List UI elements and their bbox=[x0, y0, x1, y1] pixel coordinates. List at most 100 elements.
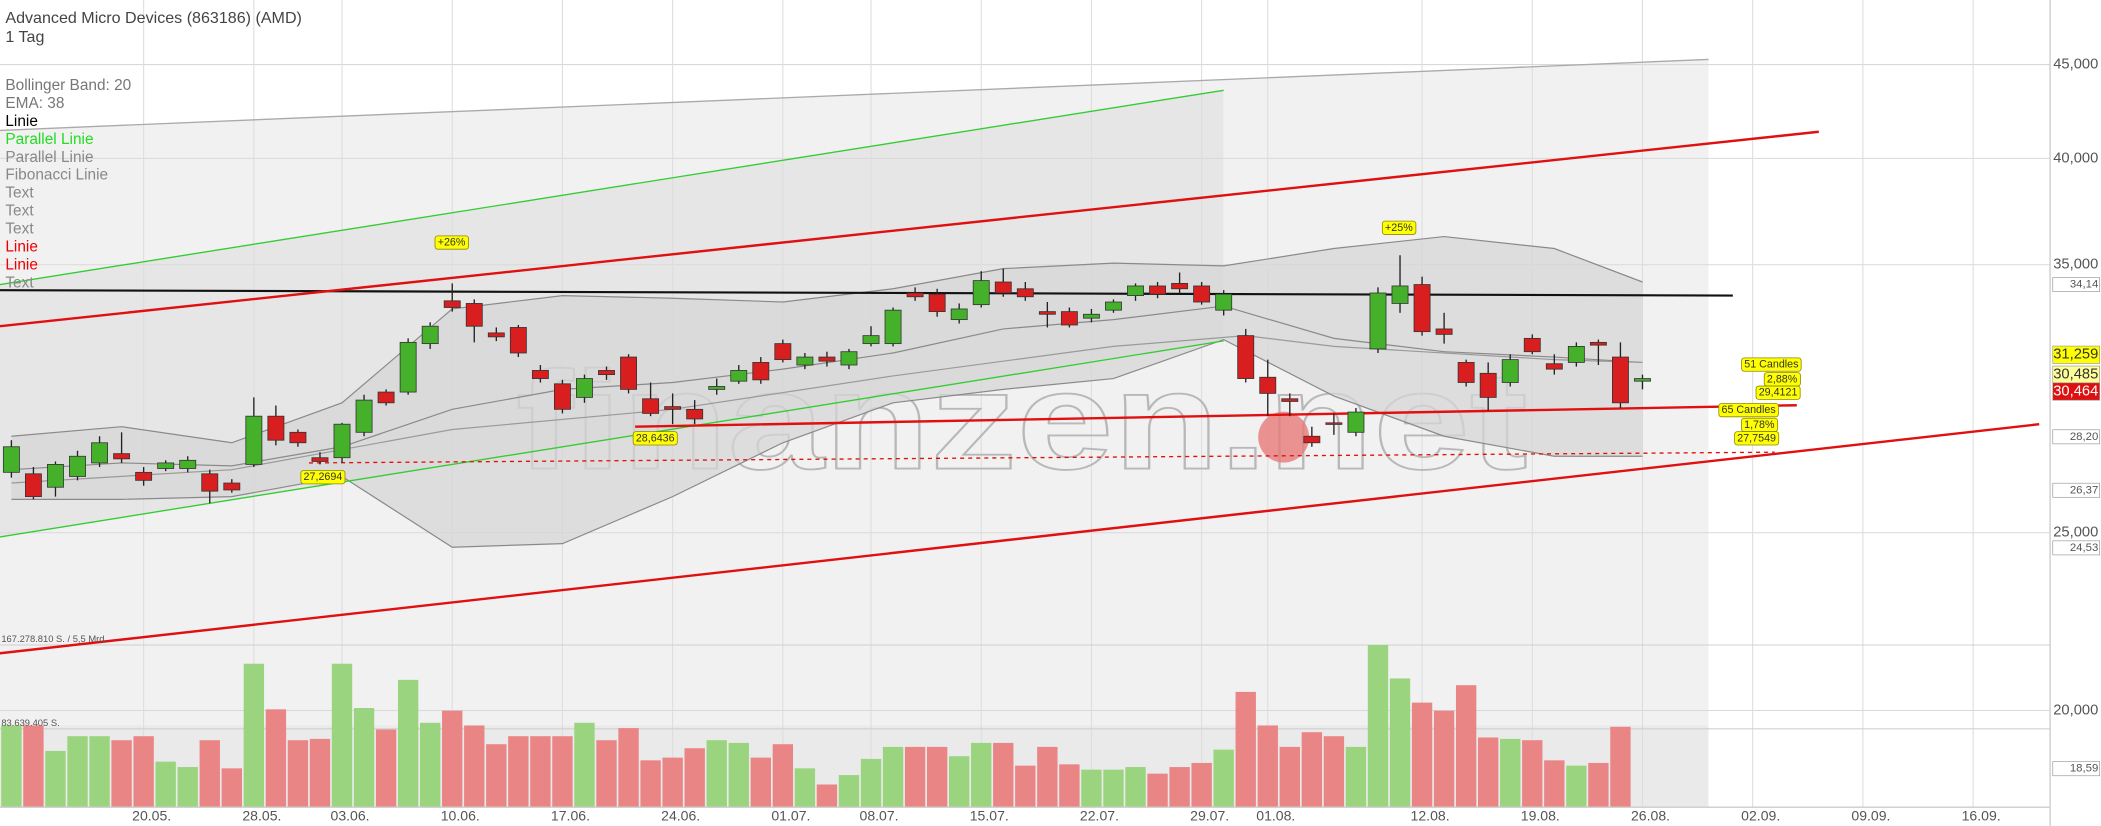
legend-entry: Text bbox=[5, 275, 34, 292]
candle-body bbox=[509, 327, 527, 354]
volume-bar bbox=[221, 768, 242, 808]
candle-body bbox=[1435, 328, 1453, 335]
trend-line bbox=[0, 58, 1709, 132]
volume-bar bbox=[1588, 762, 1609, 808]
price-label: 24,53 bbox=[2052, 540, 2100, 556]
volume-bar bbox=[1147, 773, 1168, 808]
volume-bar bbox=[1345, 746, 1367, 808]
price-label-text: 26,37 bbox=[2070, 484, 2098, 496]
annotation-text: 28,6436 bbox=[636, 432, 675, 444]
legend-entry: EMA: 38 bbox=[5, 95, 64, 112]
trend-line bbox=[635, 404, 1797, 428]
candle-body bbox=[884, 309, 902, 345]
candle-body bbox=[1127, 285, 1144, 297]
price-label: 30,464 bbox=[2052, 382, 2100, 401]
legend-entry: Linie bbox=[5, 239, 38, 256]
candle-body bbox=[69, 455, 86, 477]
volume-bar bbox=[684, 748, 705, 808]
candle-body bbox=[840, 351, 858, 366]
volume-bar bbox=[265, 709, 287, 808]
volume-bar bbox=[199, 740, 220, 808]
candle-body bbox=[1523, 337, 1541, 353]
annotation-box bbox=[1734, 431, 1780, 446]
volume-bar bbox=[904, 746, 926, 808]
volume-bar bbox=[331, 663, 353, 808]
candle-body bbox=[796, 356, 814, 366]
candle-body bbox=[928, 293, 946, 313]
legend-entry: Parallel Linie bbox=[5, 149, 93, 166]
candle-body bbox=[1413, 284, 1431, 333]
candle-body bbox=[135, 471, 153, 481]
candle-body bbox=[1281, 398, 1299, 402]
volume-panel bbox=[1, 645, 1631, 808]
annotation-text: 1,78% bbox=[1744, 419, 1775, 431]
price-label: 34,14 bbox=[2052, 277, 2100, 292]
volume-bar bbox=[1279, 746, 1300, 808]
annotation: +25% bbox=[1381, 220, 1417, 235]
candle-body bbox=[1611, 356, 1629, 404]
candle-body bbox=[950, 308, 968, 321]
volume-bar bbox=[309, 738, 331, 808]
volume-bar bbox=[1389, 678, 1411, 808]
volume-bar bbox=[1323, 736, 1345, 808]
candle-body bbox=[443, 300, 461, 308]
volume-bar bbox=[23, 725, 44, 808]
bollinger-middle bbox=[11, 305, 1643, 471]
volume-bar bbox=[397, 679, 419, 808]
legend-entry: Linie bbox=[5, 113, 38, 130]
annotation-text: 27,2694 bbox=[304, 471, 343, 483]
price-label-box bbox=[2052, 345, 2100, 364]
annotation-text: 51 Candles bbox=[1744, 359, 1798, 371]
annotation: 28,6436 bbox=[632, 431, 678, 446]
volume-bar bbox=[67, 736, 88, 808]
candle-body bbox=[730, 370, 748, 382]
y-tick-label: 20,000 bbox=[2053, 702, 2098, 718]
volume-bar bbox=[508, 736, 529, 808]
x-tick-label: 28.05. bbox=[242, 807, 281, 823]
candle-body bbox=[91, 442, 108, 464]
volume-bar bbox=[1301, 732, 1323, 808]
x-tick-label: 19.08. bbox=[1521, 807, 1560, 823]
volume-bar bbox=[794, 768, 816, 808]
volume-bar bbox=[993, 742, 1014, 808]
bollinger-upper bbox=[11, 235, 1643, 444]
x-tick-label: 17.06. bbox=[551, 807, 590, 823]
price-label: 18,59 bbox=[2052, 761, 2100, 777]
annotation-box bbox=[300, 470, 346, 485]
volume-bar bbox=[133, 736, 154, 808]
candle-body bbox=[1347, 411, 1365, 433]
candle-body bbox=[487, 332, 505, 338]
volume-bar bbox=[486, 744, 507, 808]
volume-bar bbox=[89, 736, 110, 808]
plot bbox=[0, 58, 2040, 655]
volume-bar bbox=[1015, 765, 1036, 808]
annotation-text: 27,7549 bbox=[1737, 432, 1776, 444]
volume-bar bbox=[1213, 749, 1234, 808]
volume-bar bbox=[1500, 738, 1521, 808]
candle-body bbox=[972, 280, 990, 306]
x-tick-label: 22.07. bbox=[1080, 807, 1119, 823]
volume-bar bbox=[287, 740, 309, 808]
candle-body bbox=[642, 398, 660, 414]
candle-body bbox=[1038, 311, 1056, 315]
volume-bar bbox=[1367, 645, 1389, 808]
legend-entry: Fibonacci Linie bbox=[5, 167, 108, 184]
volume-tick-label: 83.639.405 S. bbox=[1, 718, 59, 728]
price-label-box bbox=[2052, 382, 2100, 401]
candle-body bbox=[1060, 311, 1078, 326]
price-label: 28,20 bbox=[2052, 429, 2100, 445]
volume-bar bbox=[419, 722, 441, 808]
candle-body bbox=[1325, 422, 1343, 425]
annotation: 27,2694 bbox=[300, 470, 346, 485]
candle-body bbox=[1369, 292, 1387, 350]
candle-body bbox=[531, 370, 549, 379]
volume-bar bbox=[1478, 737, 1499, 808]
annotation-box bbox=[632, 431, 678, 446]
x-tick-label: 09.09. bbox=[1851, 807, 1890, 823]
x-tick-label: 12.08. bbox=[1411, 807, 1450, 823]
volume-bar bbox=[926, 746, 948, 808]
price-label: 30,485 bbox=[2052, 365, 2100, 384]
